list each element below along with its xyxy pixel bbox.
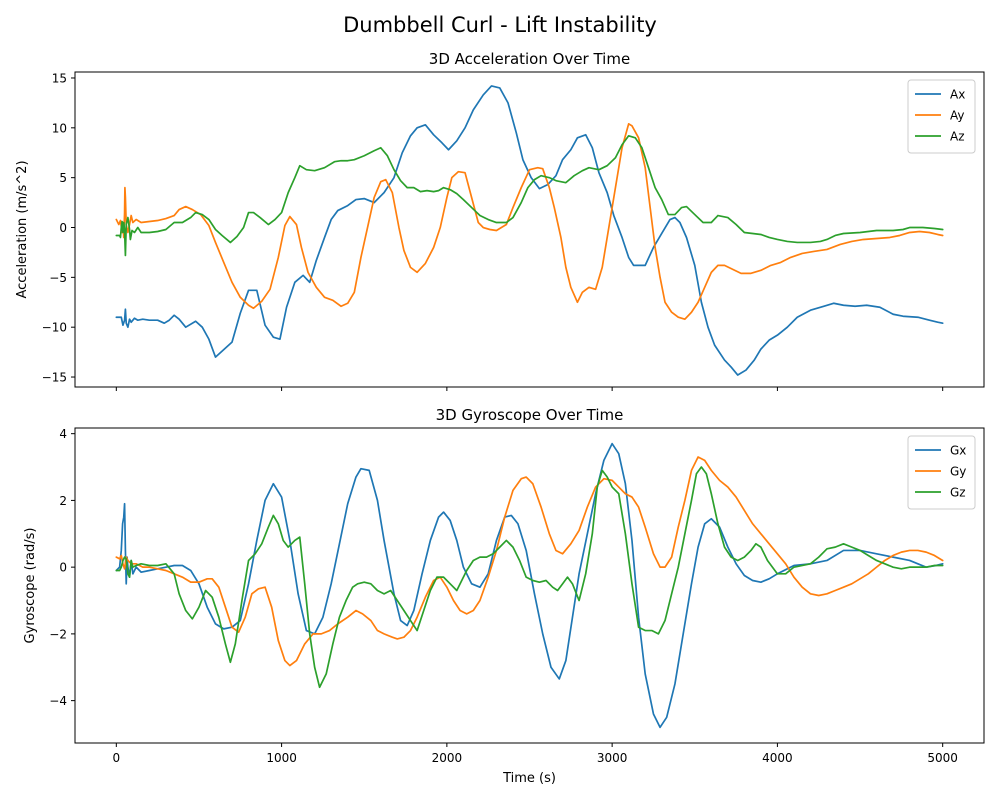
gyro-x-tick-label: 1000 bbox=[266, 751, 297, 765]
accel-y-tick-label: −15 bbox=[42, 371, 67, 385]
gyro-legend-label-gx: Gx bbox=[950, 444, 966, 458]
gyro-axes-frame bbox=[74, 427, 985, 744]
accel-y-tick-label: 5 bbox=[59, 171, 67, 185]
accel-y-tick-label: 10 bbox=[52, 121, 67, 135]
gyro-y-tick-label: 2 bbox=[59, 494, 67, 508]
accel-legend-label-ay: Ay bbox=[950, 109, 965, 123]
gyro-y-axis-label: Gyroscope (rad/s) bbox=[23, 528, 38, 644]
gyro-legend: Gx Gy Gz bbox=[907, 435, 976, 510]
gyro-x-tick-label: 5000 bbox=[927, 751, 958, 765]
gyro-legend-label-gy: Gy bbox=[950, 465, 966, 479]
gyro-plot: 3D Gyroscope Over Time Gyroscope (rad/s)… bbox=[23, 406, 985, 786]
gyro-y-tick-label: −2 bbox=[49, 627, 67, 641]
gyro-series-gx-line bbox=[115, 442, 944, 729]
accel-y-axis-label: Acceleration (m/s^2) bbox=[15, 160, 30, 298]
accel-plot-title: 3D Acceleration Over Time bbox=[429, 50, 630, 68]
gyro-legend-label-gz: Gz bbox=[950, 486, 966, 500]
accel-y-tick-label: 15 bbox=[52, 71, 67, 85]
gyro-x-tick-label: 2000 bbox=[432, 751, 463, 765]
accel-axes-frame bbox=[74, 71, 985, 388]
gyro-y-tick-label: 4 bbox=[59, 427, 67, 441]
gyro-plot-area: 0 1000 2000 3000 4000 5000 −4 −2 0 2 4 Gx Gy Gz bbox=[49, 427, 985, 765]
gyro-x-tick-label: 4000 bbox=[762, 751, 793, 765]
accel-legend-box bbox=[907, 79, 976, 154]
accel-y-tick-label: 0 bbox=[59, 221, 67, 235]
accel-legend-label-ax: Ax bbox=[950, 88, 965, 102]
accel-legend: Ax Ay Az bbox=[907, 79, 976, 154]
accel-series-ax-line bbox=[115, 85, 944, 376]
accel-plot-area: −15 −10 −5 0 5 10 15 Ax Ay Az bbox=[42, 71, 985, 391]
gyro-legend-box bbox=[907, 435, 976, 510]
gyro-y-tick-label: −4 bbox=[49, 694, 67, 708]
accel-series-ay-line bbox=[115, 122, 944, 321]
accel-y-tick-label: −10 bbox=[42, 321, 67, 335]
gyro-x-tick-label: 0 bbox=[112, 751, 120, 765]
gyro-x-axis-label: Time (s) bbox=[502, 771, 556, 786]
gyro-series-gz-line bbox=[115, 466, 944, 689]
gyro-x-tick-label: 3000 bbox=[597, 751, 628, 765]
figure-suptitle: Dumbbell Curl - Lift Instability bbox=[343, 13, 657, 37]
accel-y-tick-label: −5 bbox=[49, 271, 67, 285]
gyro-plot-title: 3D Gyroscope Over Time bbox=[436, 406, 624, 424]
accel-legend-label-az: Az bbox=[950, 130, 965, 144]
accel-plot: 3D Acceleration Over Time Acceleration (… bbox=[15, 50, 985, 391]
accel-series-az-line bbox=[115, 134, 944, 257]
gyro-y-tick-label: 0 bbox=[59, 561, 67, 575]
